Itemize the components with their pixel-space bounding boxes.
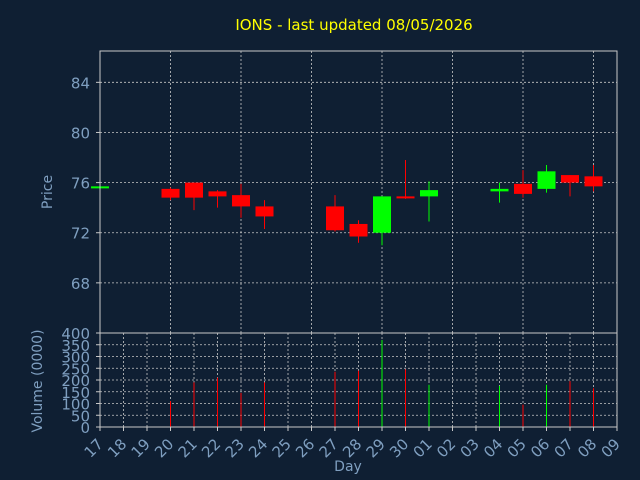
- x-tick-label: 30: [386, 435, 412, 461]
- x-tick-label: 01: [410, 435, 436, 461]
- x-tick-labels: 1718192021222324252627282930010203040506…: [81, 427, 624, 461]
- chart-title: IONS - last updated 08/05/2026: [235, 16, 472, 34]
- x-tick-label: 19: [128, 435, 154, 461]
- x-tick-label: 26: [292, 435, 318, 461]
- volume-tick-label: 400: [61, 325, 90, 343]
- x-tick-label: 28: [339, 435, 365, 461]
- x-tick-label: 17: [81, 435, 107, 461]
- x-tick-label: 23: [222, 435, 248, 461]
- x-tick-label: 25: [269, 435, 295, 461]
- x-tick-label: 18: [104, 435, 130, 461]
- candle-body: [208, 191, 227, 197]
- candle-body: [232, 195, 250, 207]
- candle-body: [420, 190, 438, 197]
- x-tick-label: 05: [504, 435, 530, 461]
- x-tick-label: 06: [527, 435, 553, 461]
- candle-body: [490, 188, 509, 192]
- x-tick-label: 27: [316, 435, 342, 461]
- x-tick-label: 29: [363, 435, 389, 461]
- volume-tick-label: 50: [71, 407, 90, 425]
- volume-tick-label: 200: [61, 372, 90, 390]
- candle-body: [373, 196, 391, 233]
- candle-body: [161, 188, 180, 198]
- x-axis-label: Day: [334, 459, 362, 475]
- x-tick-label: 07: [551, 435, 577, 461]
- price-tick-label: 68: [71, 275, 90, 293]
- price-tick-labels: 68 72 76 80 84: [71, 74, 100, 293]
- x-tick-label: 04: [480, 435, 506, 461]
- candle-body: [185, 182, 203, 198]
- volume-tick-label: 250: [61, 360, 90, 378]
- volume-tick-label: 0: [80, 419, 90, 437]
- x-tick-label: 24: [245, 435, 271, 461]
- x-tick-label: 03: [457, 435, 483, 461]
- volume-panel-frame: [99, 332, 618, 428]
- volume-tick-label: 150: [61, 384, 90, 402]
- candle-body: [396, 196, 415, 199]
- volume-tick-label: 300: [61, 349, 90, 367]
- candles: [91, 160, 603, 246]
- volume-tick-label: 350: [61, 337, 90, 355]
- volume-tick-label: 100: [61, 396, 90, 414]
- price-tick-label: 72: [71, 225, 90, 243]
- candle-body: [561, 175, 579, 183]
- candle-body: [326, 206, 344, 231]
- price-tick-label: 80: [71, 124, 90, 142]
- price-axis-label: Price: [40, 175, 56, 209]
- candle-body: [514, 183, 532, 194]
- x-tick-label: 02: [433, 435, 459, 461]
- x-tick-label: 09: [598, 435, 624, 461]
- price-tick-label: 84: [71, 74, 90, 92]
- x-tick-label: 22: [198, 435, 224, 461]
- price-tick-label: 76: [71, 175, 90, 193]
- volume-axis-label: Volume (0000): [30, 329, 46, 432]
- volume-bars: [170, 340, 594, 427]
- candle-body: [537, 171, 556, 189]
- candle-body: [584, 176, 603, 187]
- x-tick-label: 21: [175, 435, 201, 461]
- candle-body: [349, 223, 368, 237]
- x-tick-label: 20: [151, 435, 177, 461]
- x-tick-label: 08: [574, 435, 600, 461]
- candle-body: [255, 206, 274, 217]
